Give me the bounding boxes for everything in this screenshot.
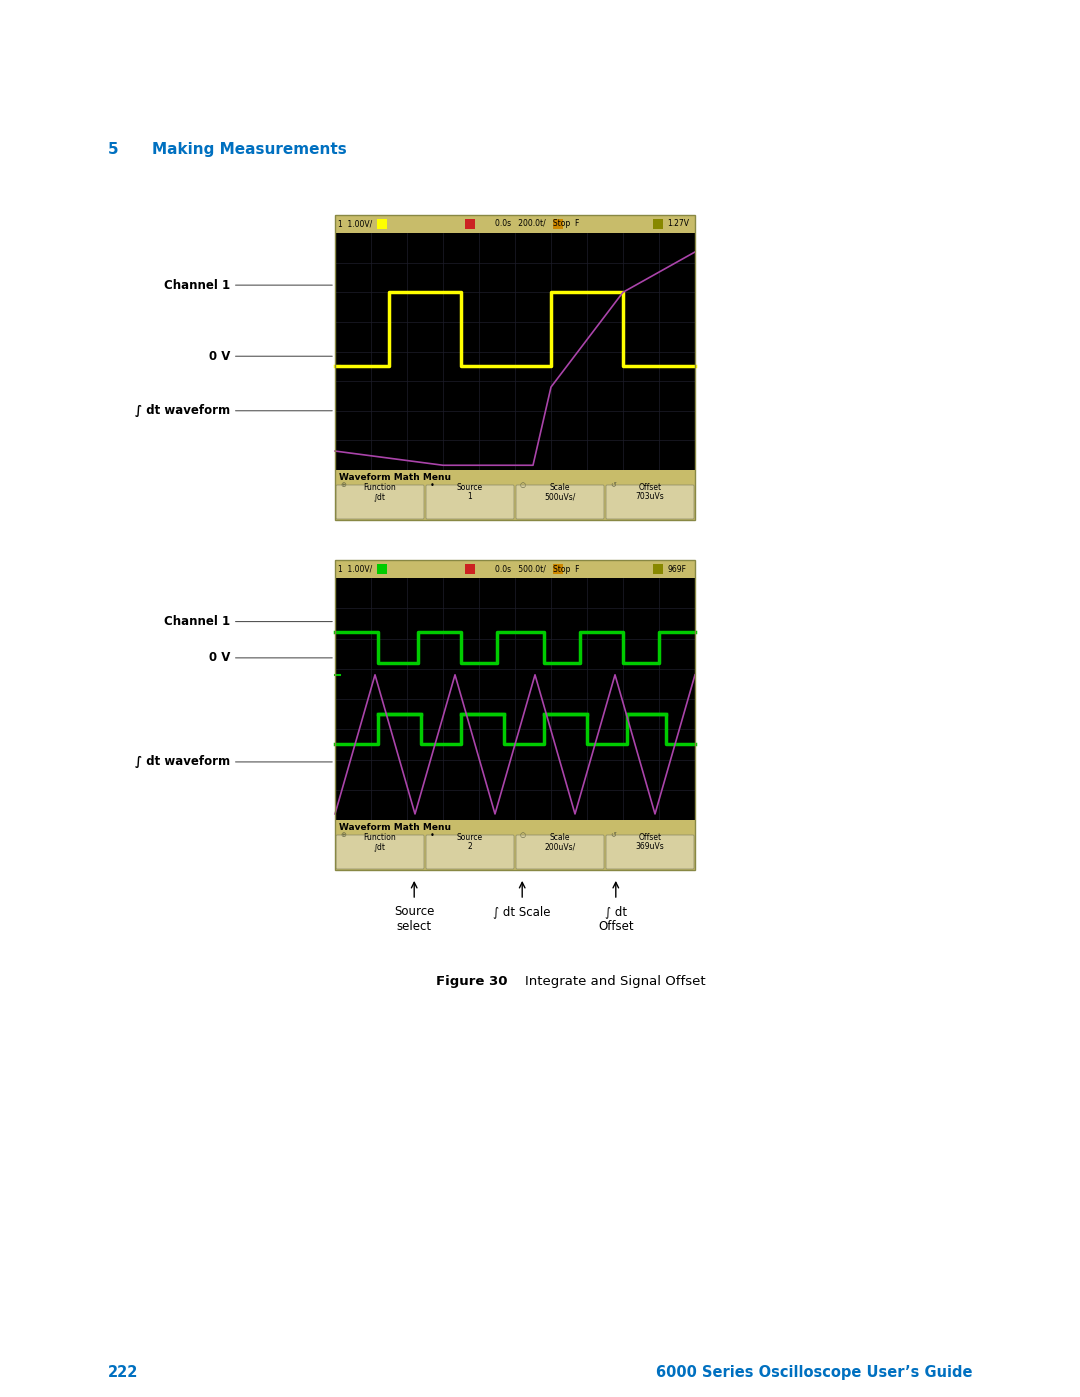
Bar [465, 219, 475, 229]
Text: ∫ dt
Offset: ∫ dt Offset [598, 905, 634, 933]
FancyBboxPatch shape [606, 485, 694, 520]
Text: Source: Source [457, 483, 483, 492]
Text: ⊕: ⊕ [340, 482, 346, 488]
Text: Waveform Math Menu: Waveform Math Menu [339, 823, 451, 833]
Text: •: • [430, 830, 435, 840]
Text: Channel 1: Channel 1 [164, 615, 333, 629]
Bar [553, 564, 563, 574]
Text: Source: Source [457, 833, 483, 842]
Text: ∫dt: ∫dt [374, 842, 386, 851]
Bar [335, 560, 696, 578]
Text: ↺: ↺ [610, 482, 616, 488]
Text: 0.0s   500.0t/   Stop  F: 0.0s 500.0t/ Stop F [495, 564, 580, 574]
Text: 6000 Series Oscilloscope User’s Guide: 6000 Series Oscilloscope User’s Guide [656, 1365, 972, 1380]
Text: 5: 5 [108, 142, 119, 156]
Text: Source
select: Source select [394, 905, 434, 933]
Text: 1  1.00V/: 1 1.00V/ [338, 564, 373, 574]
Text: ∫ dt Scale: ∫ dt Scale [494, 905, 551, 918]
Bar [335, 233, 696, 469]
Bar [465, 564, 475, 574]
Text: ↺: ↺ [610, 833, 616, 838]
FancyBboxPatch shape [606, 835, 694, 869]
Text: •: • [430, 481, 435, 489]
Text: 0.0s   200.0t/   Stop  F: 0.0s 200.0t/ Stop F [495, 219, 579, 229]
Text: ⊕: ⊕ [340, 833, 346, 838]
Bar [335, 578, 696, 820]
Text: 0 V: 0 V [208, 349, 333, 363]
FancyBboxPatch shape [516, 485, 604, 520]
Text: ○: ○ [519, 833, 526, 838]
Text: Waveform Math Menu: Waveform Math Menu [339, 474, 451, 482]
Text: Integrate and Signal Offset: Integrate and Signal Offset [508, 975, 705, 988]
Text: 500uVs/: 500uVs/ [544, 492, 576, 502]
Text: Figure 30: Figure 30 [436, 975, 508, 988]
Bar [335, 560, 696, 870]
Text: Offset: Offset [638, 833, 662, 842]
Bar [335, 820, 696, 870]
Text: 369uVs: 369uVs [636, 842, 664, 851]
Text: Function: Function [364, 833, 396, 842]
Text: 1.27V: 1.27V [667, 219, 689, 229]
Text: ∫ dt waveform: ∫ dt waveform [135, 756, 333, 768]
Text: ∫ dt waveform: ∫ dt waveform [135, 404, 333, 418]
Text: 1: 1 [468, 492, 472, 502]
Text: Offset: Offset [638, 483, 662, 492]
Text: ○: ○ [519, 482, 526, 488]
Text: Scale: Scale [550, 483, 570, 492]
FancyBboxPatch shape [336, 485, 424, 520]
Bar [377, 219, 387, 229]
Bar [335, 215, 696, 233]
Bar [553, 219, 563, 229]
Text: 200uVs/: 200uVs/ [544, 842, 576, 851]
Bar [653, 564, 663, 574]
Text: 0 V: 0 V [208, 651, 333, 665]
FancyBboxPatch shape [426, 835, 514, 869]
Bar [377, 564, 387, 574]
Text: 969F: 969F [667, 564, 686, 574]
Text: 2: 2 [468, 842, 472, 851]
Bar [335, 469, 696, 520]
Text: Making Measurements: Making Measurements [152, 142, 347, 156]
Text: Channel 1: Channel 1 [164, 278, 333, 292]
Text: 703uVs: 703uVs [636, 492, 664, 502]
FancyBboxPatch shape [426, 485, 514, 520]
Text: ∫dt: ∫dt [374, 492, 386, 502]
Text: Scale: Scale [550, 833, 570, 842]
FancyBboxPatch shape [336, 835, 424, 869]
Text: 222: 222 [108, 1365, 138, 1380]
Text: Function: Function [364, 483, 396, 492]
Bar [335, 215, 696, 520]
Bar [653, 219, 663, 229]
Text: 1  1.00V/: 1 1.00V/ [338, 219, 373, 229]
FancyBboxPatch shape [516, 835, 604, 869]
